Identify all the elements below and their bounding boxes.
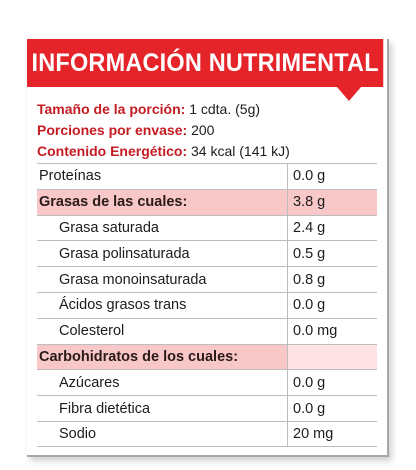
nutrient-value: 0.0 g <box>287 292 377 318</box>
nutrient-row-sodio: Sodio 20 mg <box>37 420 377 447</box>
nutrient-row-proteinas: Proteínas 0.0 g <box>37 163 377 189</box>
serving-size-label: Tamaño de la porción: <box>37 101 186 117</box>
serving-info: Tamaño de la porción: 1 cdta. (5g) Porci… <box>37 99 377 162</box>
banner-notch <box>337 87 361 101</box>
energy-line: Contenido Energético: 34 kcal (141 kJ) <box>37 141 377 162</box>
portions-value: 200 <box>191 122 215 138</box>
nutrient-row-azucares: Azúcares 0.0 g <box>37 369 377 396</box>
portions-label: Porciones por envase: <box>37 122 188 138</box>
nutrition-facts-panel: INFORMACIÓN NUTRIMENTAL Tamaño de la por… <box>27 39 389 457</box>
nutrient-name: Grasas de las cuales: <box>37 189 287 215</box>
nutrition-title: INFORMACIÓN NUTRIMENTAL <box>31 48 379 77</box>
nutrient-value: 20 mg <box>287 421 377 446</box>
energy-label: Contenido Energético: <box>37 143 188 159</box>
nutrient-value <box>287 344 377 370</box>
nutrient-name: Grasa monoinsaturada <box>59 271 207 288</box>
nutrient-row-fibra-dietetica: Fibra dietética 0.0 g <box>37 395 377 421</box>
nutrient-name: Grasa saturada <box>59 219 159 236</box>
nutrient-name: Ácidos grasos trans <box>59 297 187 314</box>
nutrient-name: Carbohidratos de los cuales: <box>37 344 287 370</box>
nutrient-row-grasa-polinsaturada: Grasa polinsaturada 0.5 g <box>37 240 377 267</box>
nutrient-row-grasa-saturada: Grasa saturada 2.4 g <box>37 214 377 241</box>
nutrient-value: 3.8 g <box>287 189 377 215</box>
nutrient-value: 0.8 g <box>287 267 377 292</box>
nutrient-value: 0.5 g <box>287 241 377 267</box>
nutrient-row-grasa-monoinsaturada: Grasa monoinsaturada 0.8 g <box>37 266 377 292</box>
nutrient-name: Proteínas <box>39 168 102 185</box>
nutrient-name: Colesterol <box>59 323 125 340</box>
serving-size-line: Tamaño de la porción: 1 cdta. (5g) <box>37 99 377 120</box>
portions-line: Porciones por envase: 200 <box>37 120 377 141</box>
nutrition-title-banner: INFORMACIÓN NUTRIMENTAL <box>27 39 384 87</box>
nutrient-name: Fibra dietética <box>59 400 151 417</box>
nutrient-value: 0.0 g <box>287 370 377 396</box>
nutrient-value: 0.0 g <box>287 396 377 421</box>
nutrient-row-carbohidratos: Carbohidratos de los cuales: <box>37 343 377 370</box>
nutrient-value: 2.4 g <box>287 215 377 241</box>
nutrient-name: Grasa polinsaturada <box>59 245 190 262</box>
nutrient-row-grasas: Grasas de las cuales: 3.8 g <box>37 188 377 215</box>
nutrient-table: Proteínas 0.0 g Grasas de las cuales: 3.… <box>37 163 377 447</box>
serving-size-value: 1 cdta. (5g) <box>189 101 261 117</box>
energy-value: 34 kcal (141 kJ) <box>191 143 290 159</box>
nutrient-value: 0.0 g <box>287 164 377 189</box>
nutrient-value: 0.0 mg <box>287 318 377 344</box>
nutrient-row-acidos-grasos-trans: Ácidos grasos trans 0.0 g <box>37 291 377 318</box>
nutrient-name: Sodio <box>59 425 97 442</box>
nutrient-name: Azúcares <box>59 374 120 391</box>
nutrient-row-colesterol: Colesterol 0.0 mg <box>37 317 377 344</box>
